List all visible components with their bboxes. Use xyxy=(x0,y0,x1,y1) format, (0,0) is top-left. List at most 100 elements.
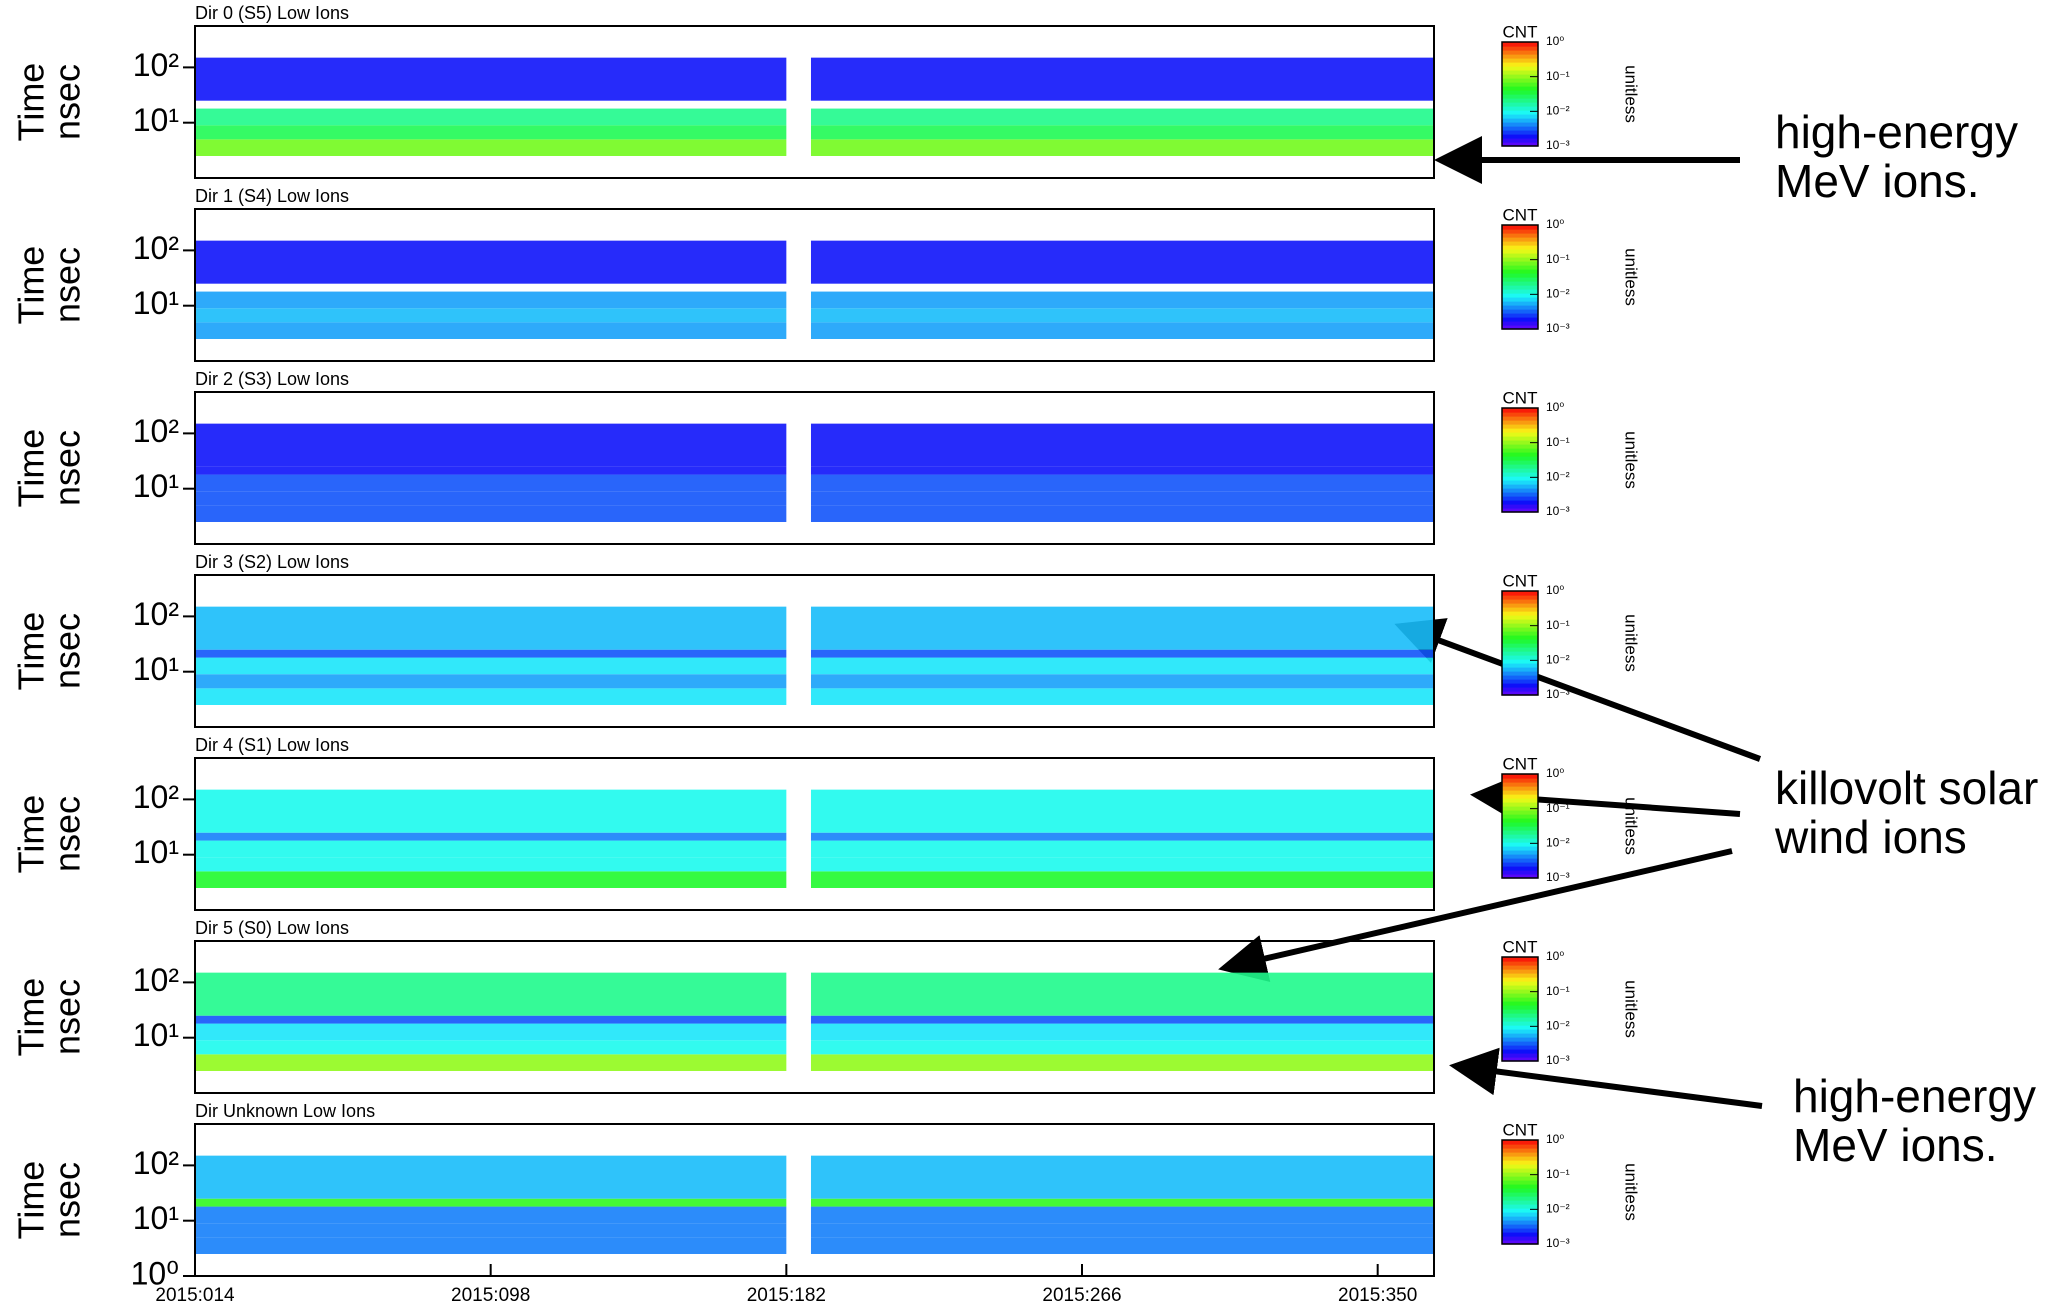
heatmap-cell xyxy=(195,1054,787,1071)
colorbar-swatch xyxy=(1502,245,1538,250)
colorbar-swatch xyxy=(1502,778,1538,783)
colorbar-swatch xyxy=(1502,317,1538,322)
colorbar-swatch xyxy=(1502,1049,1538,1054)
colorbar-swatch xyxy=(1502,1224,1538,1229)
colorbar-swatch xyxy=(1502,277,1538,282)
colorbar-label: CNT xyxy=(1503,205,1538,224)
colorbar-tick-label: 10⁰ xyxy=(1546,766,1564,780)
heatmap-cell xyxy=(195,972,787,1016)
colorbar-tick-label: 10⁻² xyxy=(1546,1019,1570,1033)
colorbar-swatch xyxy=(1502,671,1538,676)
colorbar-swatch xyxy=(1502,810,1538,815)
y-axis-label: nsec xyxy=(47,64,88,140)
colorbar-swatch xyxy=(1502,1164,1538,1169)
panel-title: Dir 0 (S5) Low Ions xyxy=(195,3,349,23)
colorbar-swatch xyxy=(1502,58,1538,63)
heatmap-cell xyxy=(195,1198,787,1207)
colorbar-swatch xyxy=(1502,66,1538,71)
colorbar-swatch xyxy=(1502,1168,1538,1173)
y-tick-label: 10¹ xyxy=(133,1017,179,1053)
panel-title: Dir 2 (S3) Low Ions xyxy=(195,369,349,389)
colorbar-swatch xyxy=(1502,106,1538,111)
colorbar-tick-label: 10⁻³ xyxy=(1546,870,1570,884)
heatmap-cell xyxy=(195,871,787,888)
colorbar-swatch xyxy=(1502,1140,1538,1145)
y-tick-label: 10² xyxy=(133,47,180,83)
colorbar-unit: unitless xyxy=(1622,65,1641,123)
colorbar-swatch xyxy=(1502,237,1538,242)
heatmap-cell xyxy=(810,108,1434,126)
heatmap-cell xyxy=(810,1023,1434,1041)
y-tick-label: 10² xyxy=(133,1145,180,1181)
colorbar-swatch xyxy=(1502,444,1538,449)
colorbar-swatch xyxy=(1502,257,1538,262)
colorbar-tick-label: 10⁻³ xyxy=(1546,1053,1570,1067)
colorbar-swatch xyxy=(1502,265,1538,270)
colorbar-tick-label: 10⁻¹ xyxy=(1546,801,1570,815)
colorbar-swatch xyxy=(1502,858,1538,863)
plot-frame xyxy=(194,940,1435,1094)
colorbar-swatch xyxy=(1502,492,1538,497)
colorbar-swatch xyxy=(1502,253,1538,258)
colorbar-swatch xyxy=(1502,313,1538,318)
heatmap-cell xyxy=(195,1023,787,1041)
colorbar-swatch xyxy=(1502,249,1538,254)
colorbar-label: CNT xyxy=(1503,571,1538,590)
colorbar-unit: unitless xyxy=(1622,980,1641,1038)
heatmap-cell xyxy=(810,466,1434,475)
arrow xyxy=(1218,848,1733,982)
y-axis-label: nsec xyxy=(47,430,88,506)
colorbar-swatch xyxy=(1502,464,1538,469)
colorbar-swatch xyxy=(1502,1232,1538,1237)
colorbar-tick-label: 10⁰ xyxy=(1546,400,1564,414)
y-axis-label: Time xyxy=(11,978,52,1057)
heatmap-cell xyxy=(810,308,1434,323)
colorbar-swatch xyxy=(1502,1005,1538,1010)
heatmap-cell xyxy=(810,1040,1434,1055)
colorbar-swatch xyxy=(1502,1037,1538,1042)
colorbar-swatch xyxy=(1502,826,1538,831)
colorbar-swatch xyxy=(1502,870,1538,875)
colorbar-swatch xyxy=(1502,1013,1538,1018)
colorbar-swatch xyxy=(1502,1057,1538,1062)
heatmap-cell xyxy=(810,1155,1434,1199)
colorbar-swatch xyxy=(1502,472,1538,477)
heatmap-cell xyxy=(195,674,787,689)
heatmap-cell xyxy=(195,474,787,492)
colorbar-swatch xyxy=(1502,301,1538,306)
colorbar-swatch xyxy=(1502,619,1538,624)
colorbar-swatch xyxy=(1502,420,1538,425)
y-tick-label: 10² xyxy=(133,779,180,815)
colorbar-swatch xyxy=(1502,273,1538,278)
colorbar-label: CNT xyxy=(1503,754,1538,773)
plot-frame xyxy=(194,1123,1435,1277)
colorbar-swatch xyxy=(1502,1180,1538,1185)
y-axis-label: Time xyxy=(11,429,52,508)
colorbar-swatch xyxy=(1502,1216,1538,1221)
colorbar-swatch xyxy=(1502,82,1538,87)
y-axis-label: Time xyxy=(11,1161,52,1240)
colorbar-swatch xyxy=(1502,42,1538,47)
colorbar-swatch xyxy=(1502,281,1538,286)
colorbar-swatch xyxy=(1502,655,1538,660)
colorbar-swatch xyxy=(1502,1025,1538,1030)
colorbar-frame xyxy=(1501,956,1539,1062)
y-tick-label: 10⁰ xyxy=(131,1255,179,1291)
arrow xyxy=(1394,618,1762,762)
colorbar-swatch xyxy=(1502,90,1538,95)
colorbar-swatch xyxy=(1502,488,1538,493)
heatmap-cell xyxy=(195,789,787,833)
panel-title: Dir 4 (S1) Low Ions xyxy=(195,735,349,755)
heatmap-cell xyxy=(195,423,787,467)
colorbar-swatch xyxy=(1502,460,1538,465)
colorbar-tick-label: 10⁻¹ xyxy=(1546,252,1570,266)
colorbar-unit: unitless xyxy=(1622,431,1641,489)
colorbar-swatch xyxy=(1502,774,1538,779)
heatmap-cell xyxy=(810,474,1434,492)
y-tick-label: 10¹ xyxy=(133,651,179,687)
y-tick-label: 10¹ xyxy=(133,102,179,138)
colorbar-swatch xyxy=(1502,802,1538,807)
y-tick-label: 10¹ xyxy=(133,1200,179,1236)
colorbar-swatch xyxy=(1502,62,1538,67)
heatmap-cell xyxy=(810,139,1434,156)
